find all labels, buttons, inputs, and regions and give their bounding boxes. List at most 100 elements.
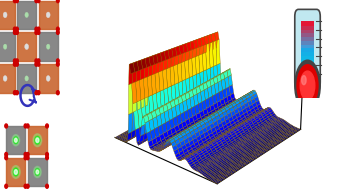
Circle shape bbox=[36, 138, 39, 143]
Circle shape bbox=[5, 156, 7, 160]
Circle shape bbox=[13, 136, 18, 144]
Circle shape bbox=[57, 62, 59, 66]
Circle shape bbox=[35, 0, 38, 3]
Circle shape bbox=[25, 76, 28, 81]
Circle shape bbox=[13, 91, 16, 95]
Circle shape bbox=[24, 156, 27, 160]
Circle shape bbox=[37, 27, 40, 31]
Circle shape bbox=[35, 168, 40, 176]
Circle shape bbox=[46, 124, 49, 128]
Circle shape bbox=[35, 59, 38, 63]
Circle shape bbox=[57, 30, 59, 34]
Circle shape bbox=[300, 71, 315, 100]
Circle shape bbox=[25, 44, 29, 50]
Circle shape bbox=[35, 27, 38, 31]
Polygon shape bbox=[17, 1, 36, 29]
Circle shape bbox=[26, 184, 29, 188]
Circle shape bbox=[24, 153, 27, 156]
Circle shape bbox=[302, 76, 306, 85]
Circle shape bbox=[37, 59, 40, 63]
Circle shape bbox=[46, 184, 49, 188]
Polygon shape bbox=[38, 64, 58, 93]
Polygon shape bbox=[6, 126, 26, 154]
Circle shape bbox=[16, 91, 18, 95]
Circle shape bbox=[57, 0, 59, 3]
Circle shape bbox=[25, 12, 28, 17]
FancyBboxPatch shape bbox=[301, 29, 314, 33]
Circle shape bbox=[24, 124, 27, 128]
Circle shape bbox=[26, 153, 29, 156]
Polygon shape bbox=[0, 32, 15, 61]
FancyBboxPatch shape bbox=[301, 25, 314, 29]
Circle shape bbox=[16, 0, 18, 3]
FancyBboxPatch shape bbox=[301, 47, 314, 52]
Polygon shape bbox=[0, 64, 15, 93]
Circle shape bbox=[57, 91, 59, 95]
Circle shape bbox=[47, 44, 50, 49]
Circle shape bbox=[11, 166, 20, 178]
Circle shape bbox=[13, 0, 16, 3]
Circle shape bbox=[297, 65, 318, 106]
Circle shape bbox=[13, 62, 16, 66]
Circle shape bbox=[5, 124, 7, 128]
Circle shape bbox=[57, 59, 59, 63]
Circle shape bbox=[12, 135, 20, 146]
Polygon shape bbox=[17, 32, 36, 61]
Circle shape bbox=[16, 30, 18, 34]
Polygon shape bbox=[38, 1, 58, 29]
FancyBboxPatch shape bbox=[301, 59, 314, 63]
Circle shape bbox=[37, 0, 40, 3]
Circle shape bbox=[16, 59, 18, 63]
Circle shape bbox=[16, 62, 18, 66]
Circle shape bbox=[5, 153, 7, 156]
FancyBboxPatch shape bbox=[301, 21, 314, 26]
Circle shape bbox=[33, 134, 42, 147]
Circle shape bbox=[5, 184, 7, 188]
Circle shape bbox=[46, 156, 49, 160]
FancyBboxPatch shape bbox=[301, 66, 314, 71]
FancyBboxPatch shape bbox=[301, 51, 314, 56]
FancyBboxPatch shape bbox=[301, 40, 314, 45]
Circle shape bbox=[14, 138, 17, 142]
Circle shape bbox=[13, 27, 16, 31]
Circle shape bbox=[13, 168, 19, 176]
Circle shape bbox=[57, 27, 59, 31]
FancyBboxPatch shape bbox=[301, 74, 314, 78]
Polygon shape bbox=[38, 32, 58, 61]
FancyBboxPatch shape bbox=[295, 9, 320, 89]
Circle shape bbox=[37, 91, 40, 95]
Circle shape bbox=[13, 59, 16, 63]
Polygon shape bbox=[0, 1, 15, 29]
Circle shape bbox=[35, 91, 38, 95]
Circle shape bbox=[37, 62, 40, 66]
Circle shape bbox=[46, 12, 50, 18]
Circle shape bbox=[14, 170, 18, 174]
Polygon shape bbox=[6, 158, 26, 186]
Circle shape bbox=[46, 153, 49, 156]
FancyBboxPatch shape bbox=[301, 44, 314, 48]
Polygon shape bbox=[28, 158, 47, 186]
Circle shape bbox=[295, 60, 320, 111]
Circle shape bbox=[35, 62, 38, 66]
Polygon shape bbox=[17, 64, 36, 93]
Circle shape bbox=[35, 30, 38, 34]
FancyBboxPatch shape bbox=[301, 62, 314, 67]
Circle shape bbox=[34, 136, 40, 145]
Circle shape bbox=[46, 76, 50, 81]
FancyBboxPatch shape bbox=[301, 36, 314, 41]
FancyBboxPatch shape bbox=[301, 70, 314, 75]
Circle shape bbox=[26, 156, 29, 160]
Circle shape bbox=[13, 30, 16, 34]
Polygon shape bbox=[28, 126, 47, 154]
Circle shape bbox=[34, 167, 41, 177]
FancyBboxPatch shape bbox=[301, 55, 314, 60]
Circle shape bbox=[37, 30, 40, 34]
Circle shape bbox=[24, 184, 27, 188]
Circle shape bbox=[36, 170, 39, 174]
Circle shape bbox=[16, 27, 18, 31]
Circle shape bbox=[3, 44, 7, 49]
Circle shape bbox=[3, 12, 7, 18]
Circle shape bbox=[26, 124, 29, 128]
Circle shape bbox=[3, 76, 7, 81]
FancyBboxPatch shape bbox=[301, 33, 314, 37]
